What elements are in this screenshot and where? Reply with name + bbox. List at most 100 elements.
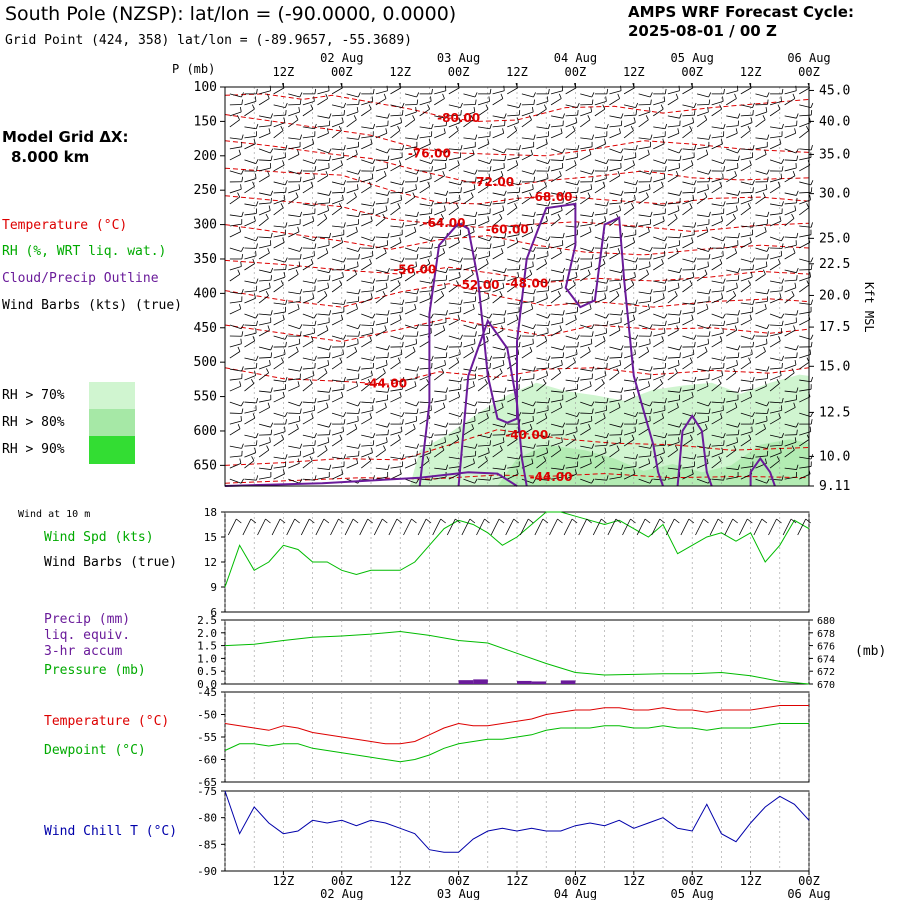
wind-barb-staff bbox=[697, 378, 710, 381]
wind-barb-staff bbox=[507, 466, 520, 469]
wind-barb-flag bbox=[309, 456, 313, 461]
wind-barb-staff bbox=[390, 104, 403, 108]
wind-barb-flag bbox=[737, 155, 740, 161]
wind-barb-staff bbox=[448, 122, 461, 128]
wind-barb-staff bbox=[375, 476, 388, 480]
wind-barb-staff bbox=[448, 148, 461, 151]
wind-barb-flag bbox=[664, 243, 667, 249]
wind10m-barb-staff bbox=[636, 518, 646, 536]
wind-barb-staff bbox=[740, 191, 753, 194]
wind-barb-staff bbox=[623, 439, 635, 447]
wind-barb-staff bbox=[448, 353, 461, 359]
cloud-base-line bbox=[224, 471, 518, 487]
wind-barb-flag bbox=[298, 184, 301, 190]
wind-barb-staff bbox=[638, 214, 651, 218]
wind-barb-flag bbox=[358, 253, 360, 260]
wind-barb-flag bbox=[606, 166, 609, 172]
wind-barb-staff bbox=[755, 455, 768, 458]
wind-barb-staff bbox=[434, 322, 447, 326]
wind-barb-flag bbox=[444, 359, 446, 366]
wind-barb-flag bbox=[692, 117, 695, 123]
wind10m-barb-flag bbox=[484, 518, 490, 524]
wind-barb-staff bbox=[550, 244, 563, 249]
wind-barb-flag bbox=[562, 155, 565, 161]
wind-barb-flag bbox=[266, 93, 270, 99]
wind-barb-flag bbox=[311, 413, 314, 419]
wind-barb-flag bbox=[312, 293, 315, 299]
wind-barb-flag bbox=[767, 253, 769, 260]
wind-barb-staff bbox=[477, 255, 490, 260]
wind-barb-staff bbox=[419, 478, 432, 481]
wind-barb-flag bbox=[255, 433, 259, 438]
date-label-bottom: 02 Aug bbox=[320, 887, 363, 900]
wind10m-barb-flag bbox=[747, 518, 753, 524]
wind-barb-staff bbox=[244, 357, 257, 361]
wind-barb-staff bbox=[448, 396, 460, 403]
pressure-y2tick-label: 680 bbox=[817, 616, 835, 627]
wind-barb-flag bbox=[795, 148, 799, 154]
wind-barb-staff bbox=[346, 428, 358, 436]
wind-barb-staff bbox=[317, 322, 330, 326]
wind-barb-staff bbox=[419, 236, 432, 242]
wind-barb-staff bbox=[594, 135, 607, 139]
wind-barb-staff bbox=[258, 322, 271, 326]
wind-barb-staff bbox=[653, 417, 664, 425]
wind-barb-staff bbox=[638, 146, 651, 150]
wind-barb-flag bbox=[329, 275, 331, 281]
height-tick-label: 25.0 bbox=[819, 231, 850, 246]
wind-barb-flag bbox=[781, 201, 784, 207]
wind-barb-staff bbox=[448, 157, 461, 161]
wind-barb-flag bbox=[400, 426, 403, 432]
wind-barb-staff bbox=[244, 263, 255, 271]
wind-barb-flag bbox=[574, 391, 577, 397]
wind-barb-flag bbox=[314, 166, 317, 172]
wind-barb-staff bbox=[405, 137, 418, 140]
wind-barb-flag bbox=[708, 246, 712, 252]
wind-barb-flag bbox=[692, 349, 695, 355]
wind-barb-staff bbox=[507, 122, 519, 128]
wind-barb-flag bbox=[459, 426, 461, 432]
wind-barb-staff bbox=[784, 236, 797, 239]
wind-barb-staff bbox=[507, 439, 518, 447]
wind-barb-staff bbox=[273, 130, 284, 139]
pressure-tick-label: 400 bbox=[194, 286, 217, 301]
wind-barb-flag bbox=[704, 423, 708, 429]
wind-barb-flag bbox=[343, 299, 346, 305]
precip-bar bbox=[473, 679, 488, 684]
wind-barb-flag bbox=[427, 104, 430, 110]
wind-barb-staff bbox=[404, 119, 416, 128]
height-tick-label: 35.0 bbox=[819, 147, 850, 162]
wind-barb-flag bbox=[280, 125, 284, 131]
wind-barb-flag bbox=[605, 96, 607, 102]
wind-barb-flag bbox=[781, 278, 784, 284]
wind-barb-staff bbox=[390, 276, 402, 282]
wind-barb-flag bbox=[558, 93, 562, 99]
wind-barb-staff bbox=[565, 431, 578, 436]
wind-barb-flag bbox=[791, 445, 795, 451]
wind-barb-flag bbox=[719, 181, 723, 187]
wind-barb-staff bbox=[302, 297, 315, 304]
wind-barb-flag bbox=[371, 96, 374, 102]
wind-barb-staff bbox=[244, 401, 257, 404]
wind-barb-staff bbox=[682, 207, 693, 216]
wind-barb-flag bbox=[708, 324, 712, 329]
wind10m-barb-staff bbox=[257, 518, 266, 536]
wind10m-barb-staff bbox=[724, 518, 734, 536]
wind-barb-flag bbox=[314, 243, 317, 249]
wind-barb-flag bbox=[400, 272, 403, 278]
wind-barb-flag bbox=[606, 397, 609, 404]
wind-barb-staff bbox=[740, 431, 753, 436]
wind-barb-flag bbox=[456, 434, 460, 440]
wind-barb-staff bbox=[594, 213, 607, 216]
wind-barb-staff bbox=[696, 420, 709, 425]
wind-barb-staff bbox=[784, 441, 797, 447]
wind-barb-staff bbox=[580, 478, 592, 484]
wind-barb-staff bbox=[769, 460, 780, 469]
pressure-unit-label: (mb) bbox=[855, 644, 887, 659]
wind-barb-flag bbox=[635, 102, 639, 108]
wind-barb-flag bbox=[529, 346, 533, 352]
wind-barb-staff bbox=[696, 478, 709, 484]
wind-barb-staff bbox=[769, 409, 782, 414]
wind-barb-flag bbox=[401, 257, 405, 263]
wind-barb-staff bbox=[317, 449, 328, 458]
